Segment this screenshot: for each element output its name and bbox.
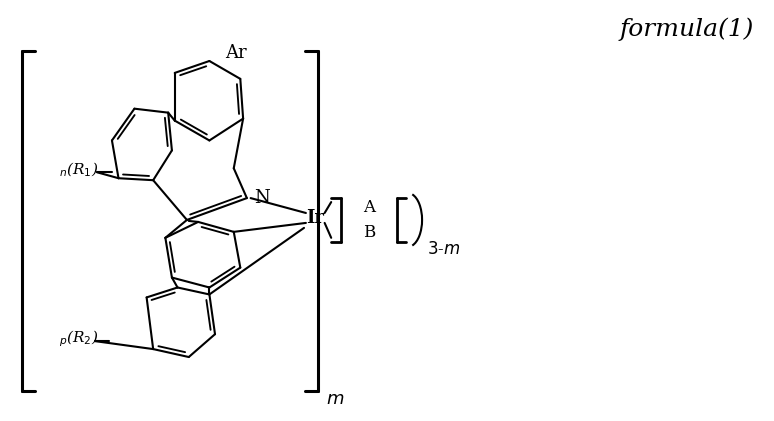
Text: $m$: $m$ bbox=[326, 390, 344, 408]
Text: B: B bbox=[362, 224, 375, 241]
Text: $3$-$m$: $3$-$m$ bbox=[426, 241, 460, 258]
Text: Ar: Ar bbox=[224, 44, 246, 62]
Text: $_{p}$(R$_2$): $_{p}$(R$_2$) bbox=[60, 329, 99, 349]
Text: $_{n}$(R$_1$): $_{n}$(R$_1$) bbox=[60, 161, 99, 179]
Text: N: N bbox=[255, 189, 270, 207]
Text: A: A bbox=[363, 199, 375, 216]
Text: Ir: Ir bbox=[307, 209, 324, 227]
Text: formula(1): formula(1) bbox=[620, 17, 754, 41]
